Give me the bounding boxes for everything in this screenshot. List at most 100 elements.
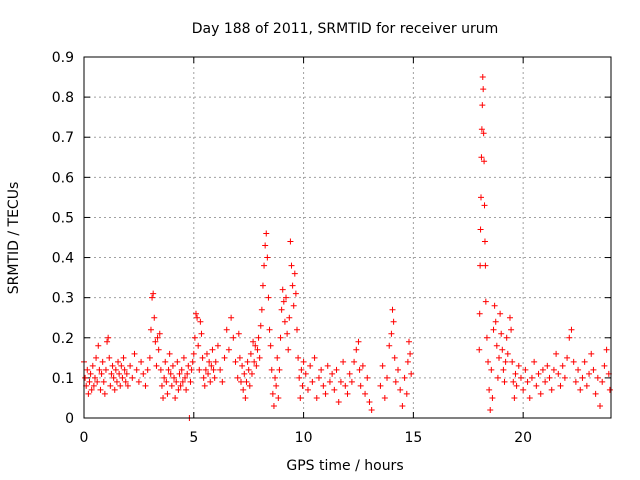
data-point	[592, 390, 599, 397]
data-point	[504, 350, 511, 357]
data-point	[121, 366, 128, 373]
data-point	[513, 382, 520, 389]
data-point	[384, 374, 391, 381]
data-point	[122, 378, 129, 385]
data-point	[189, 358, 196, 365]
data-point	[153, 362, 160, 369]
data-point	[206, 358, 213, 365]
data-point	[208, 362, 215, 369]
data-point	[309, 378, 316, 385]
data-point	[96, 366, 103, 373]
data-point	[174, 358, 181, 365]
data-point	[273, 382, 280, 389]
data-point	[264, 254, 271, 261]
data-point	[318, 366, 325, 373]
data-point	[295, 354, 302, 361]
data-point	[123, 370, 130, 377]
data-point	[250, 338, 257, 345]
data-point	[255, 334, 262, 341]
data-point	[490, 326, 497, 333]
data-point	[228, 314, 235, 321]
data-point	[212, 358, 219, 365]
data-point	[100, 378, 107, 385]
x-tick-label: 5	[189, 430, 198, 446]
chart-title: Day 188 of 2011, SRMTID for receiver uru…	[192, 21, 499, 37]
data-point	[285, 346, 292, 353]
data-point	[546, 374, 553, 381]
data-point	[108, 370, 115, 377]
data-point	[392, 378, 399, 385]
data-point	[90, 382, 97, 389]
data-point	[266, 326, 273, 333]
data-point	[113, 378, 120, 385]
data-point	[140, 370, 147, 377]
data-point	[276, 366, 283, 373]
data-point	[481, 238, 488, 245]
data-point	[290, 302, 297, 309]
data-point	[333, 366, 340, 373]
data-point	[555, 370, 562, 377]
data-point	[391, 354, 398, 361]
data-point	[187, 378, 194, 385]
data-point	[101, 390, 108, 397]
data-point	[583, 382, 590, 389]
data-point	[116, 370, 123, 377]
data-point	[179, 378, 186, 385]
data-point	[494, 374, 501, 381]
data-point	[539, 366, 546, 373]
data-point	[399, 402, 406, 409]
data-point	[482, 298, 489, 305]
data-point	[203, 350, 210, 357]
x-tick-label: 10	[295, 430, 313, 446]
data-point	[263, 230, 270, 237]
data-point	[481, 158, 488, 165]
data-point	[478, 154, 485, 161]
data-point	[183, 386, 190, 393]
data-point	[209, 346, 216, 353]
data-point	[284, 330, 291, 337]
data-point	[214, 342, 221, 349]
data-point	[89, 362, 96, 369]
data-point	[480, 130, 487, 137]
data-point	[280, 298, 287, 305]
data-point	[496, 354, 503, 361]
data-point	[221, 354, 228, 361]
data-point	[211, 374, 218, 381]
y-tick-label: 0.4	[52, 251, 74, 267]
data-point	[522, 366, 529, 373]
data-point	[579, 374, 586, 381]
data-point	[194, 314, 201, 321]
data-point	[408, 370, 415, 377]
data-point	[205, 370, 212, 377]
data-point	[479, 102, 486, 109]
data-point	[150, 290, 157, 297]
data-point	[163, 378, 170, 385]
data-point	[476, 346, 483, 353]
data-point	[397, 386, 404, 393]
data-point	[477, 226, 484, 233]
data-point	[506, 314, 513, 321]
data-point	[171, 374, 178, 381]
data-point	[254, 346, 261, 353]
data-point	[487, 406, 494, 413]
data-point	[94, 378, 101, 385]
data-point	[239, 362, 246, 369]
data-point	[564, 354, 571, 361]
data-point	[106, 354, 113, 361]
data-point	[167, 370, 174, 377]
data-point	[142, 382, 149, 389]
data-point	[478, 126, 485, 133]
data-point	[528, 374, 535, 381]
data-point	[403, 390, 410, 397]
data-point	[95, 342, 102, 349]
data-point	[281, 318, 288, 325]
x-tick-label: 15	[404, 430, 422, 446]
data-point	[355, 338, 362, 345]
data-point	[512, 370, 519, 377]
data-point	[244, 358, 251, 365]
data-point	[235, 330, 242, 337]
y-tick-label: 0.8	[52, 90, 74, 106]
data-point	[300, 358, 307, 365]
data-point	[379, 362, 386, 369]
data-point	[258, 306, 265, 313]
